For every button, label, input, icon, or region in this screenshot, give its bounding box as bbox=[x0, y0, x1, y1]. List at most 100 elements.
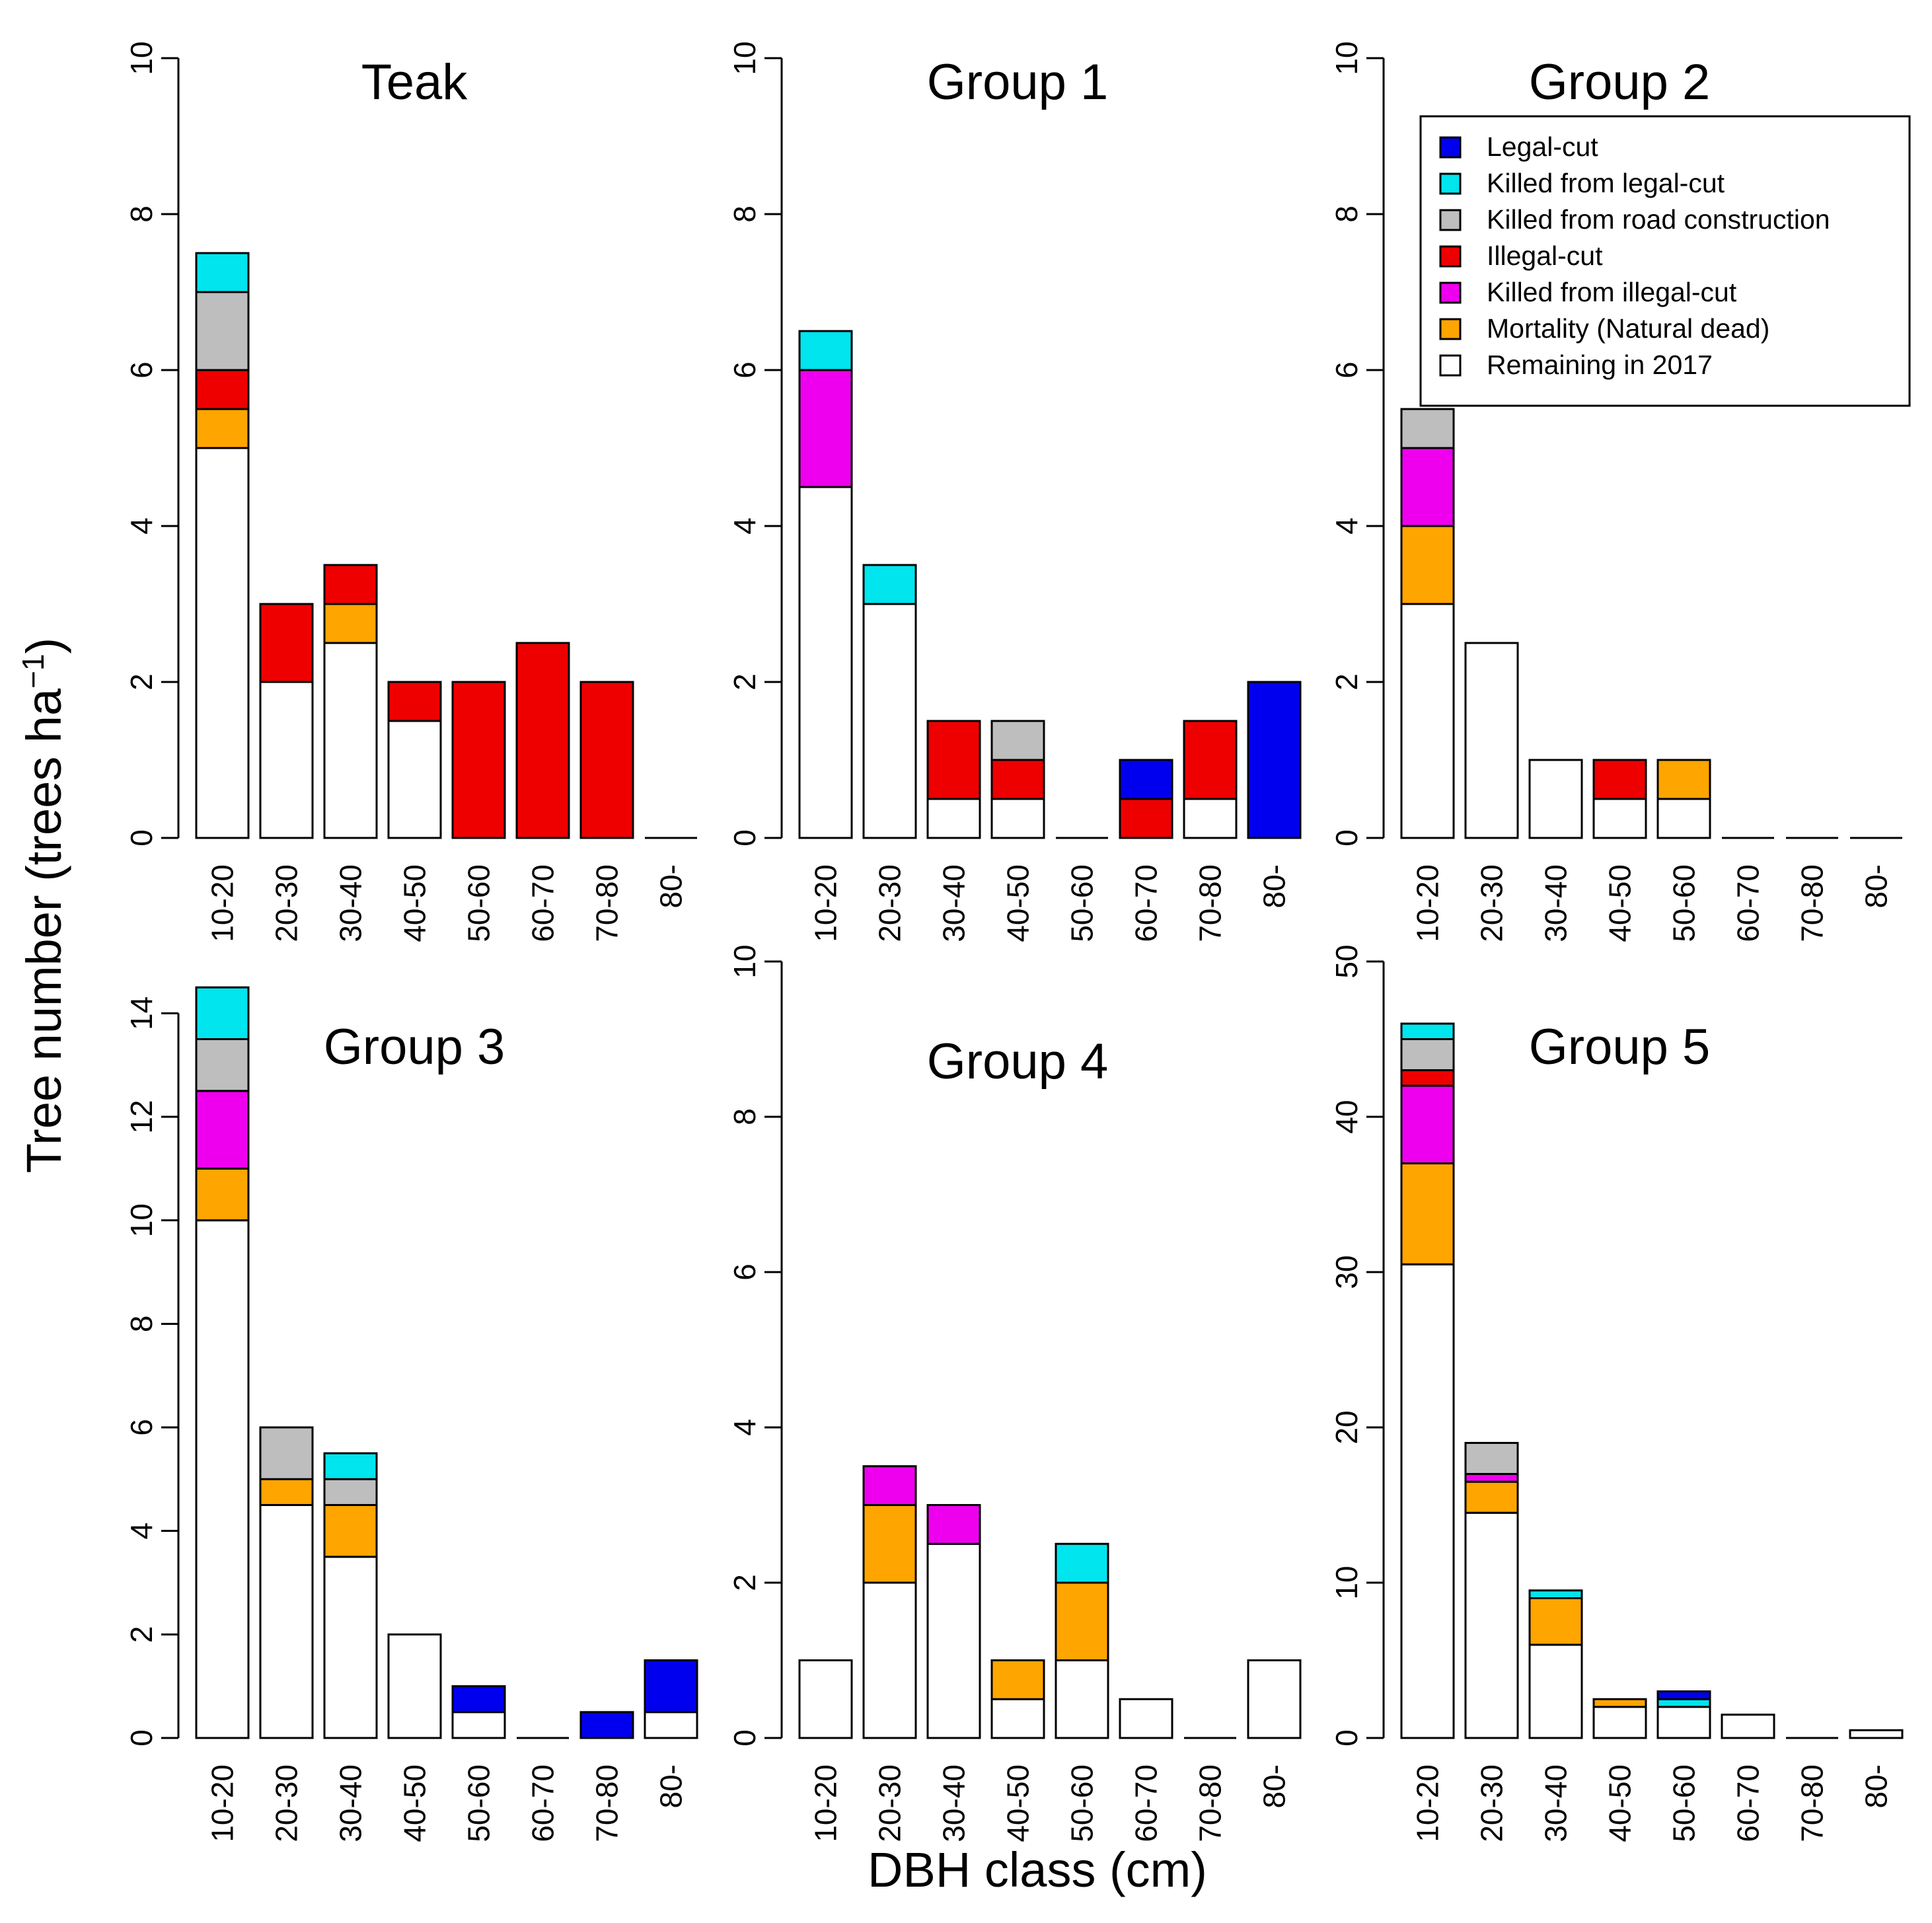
bar-segment-mortality bbox=[862, 1504, 917, 1584]
bar-segment-killed-road bbox=[259, 1426, 314, 1480]
bar-segment-remaining bbox=[195, 447, 250, 839]
x-tick-label: 70-80 bbox=[1193, 1764, 1228, 1842]
y-tick-label: 14 bbox=[124, 997, 159, 1030]
bar-segment-illegal-cut bbox=[1183, 720, 1238, 800]
bar-segment-legal-cut bbox=[1119, 759, 1173, 800]
y-tick-label: 4 bbox=[124, 517, 159, 535]
bar-segment-remaining bbox=[323, 1556, 378, 1739]
x-tick-label: 60-70 bbox=[1129, 864, 1164, 942]
x-tick-label: 30-40 bbox=[937, 864, 971, 942]
y-tick-label: 0 bbox=[727, 829, 762, 847]
panel-0: Teak 0 2 4 6 8 10 10-20 20-30 30-40 40-50 50-60 60-7… bbox=[124, 41, 697, 942]
bar-segment-killed-legal-cut bbox=[862, 564, 917, 605]
panel-title: Group 2 bbox=[1529, 54, 1711, 110]
legend-box bbox=[1419, 115, 1911, 407]
bar-segment-mortality bbox=[990, 1659, 1045, 1700]
bar-segment-remaining bbox=[1592, 1706, 1647, 1739]
panel-3: Group 3 0 2 4 6 8 10 12 14 10-20 20-30 30-40 40-50 50… bbox=[124, 986, 698, 1842]
bar-segment-killed-illegal-cut bbox=[862, 1465, 917, 1506]
x-tick-label: 70-80 bbox=[1795, 864, 1830, 942]
bar-segment-killed-road bbox=[323, 1478, 378, 1506]
y-tick-label: 6 bbox=[124, 361, 159, 379]
y-tick-label: 8 bbox=[1329, 206, 1364, 223]
legend-label: Illegal-cut bbox=[1487, 241, 1603, 271]
bar-segment-killed-legal-cut bbox=[1400, 1022, 1455, 1040]
bar-segment-killed-illegal-cut bbox=[926, 1504, 981, 1545]
x-tick-label: 40-50 bbox=[1001, 1764, 1035, 1842]
x-tick-label: 40-50 bbox=[398, 864, 432, 942]
bar-segment-mortality bbox=[1055, 1581, 1109, 1661]
bar-segment-illegal-cut bbox=[387, 681, 442, 722]
y-axis-title-superscript: −1 bbox=[16, 654, 50, 688]
y-tick-label: 0 bbox=[1329, 1729, 1364, 1747]
x-tick-label: 30-40 bbox=[1539, 1764, 1573, 1842]
bar-segment-killed-road bbox=[1400, 408, 1455, 449]
y-tick-label: 2 bbox=[124, 1626, 159, 1643]
y-tick-label: 40 bbox=[1329, 1100, 1364, 1133]
bar-segment-illegal-cut bbox=[1119, 798, 1173, 839]
bar-segment-killed-legal-cut bbox=[1656, 1698, 1711, 1708]
x-tick-label: 80- bbox=[1257, 864, 1292, 908]
x-tick-label: 50-60 bbox=[1065, 864, 1099, 942]
x-tick-label: 10-20 bbox=[205, 1764, 240, 1842]
x-tick-label: 40-50 bbox=[398, 1764, 432, 1842]
bar-segment-remaining bbox=[926, 798, 981, 839]
x-tick-label: 80- bbox=[654, 864, 688, 908]
legend-swatch-mortality bbox=[1439, 318, 1462, 340]
panel-title: Group 1 bbox=[927, 54, 1109, 110]
bar-segment-killed-road bbox=[1464, 1442, 1519, 1475]
x-tick-label: 40-50 bbox=[1603, 1764, 1637, 1842]
x-tick-label: 20-30 bbox=[1475, 1764, 1509, 1842]
bar-segment-illegal-cut bbox=[990, 759, 1045, 800]
y-tick-label: 4 bbox=[727, 517, 762, 535]
x-tick-label: 50-60 bbox=[462, 864, 496, 942]
x-tick-label: 10-20 bbox=[1411, 864, 1445, 942]
x-axis-title: DBH class (cm) bbox=[868, 1842, 1207, 1897]
y-tick-label: 0 bbox=[124, 829, 159, 847]
y-tick-label: 12 bbox=[124, 1100, 159, 1133]
x-tick-label: 60-70 bbox=[1731, 1764, 1765, 1842]
bar-segment-remaining bbox=[195, 1219, 250, 1739]
x-tick-label: 20-30 bbox=[270, 1764, 304, 1842]
panel-title: Group 5 bbox=[1529, 1019, 1711, 1075]
panel-5: Group 5 0 10 20 30 40 50 10-20 20-30 30-40 40-50 50… bbox=[1329, 944, 1904, 1842]
bar-segment-killed-illegal-cut bbox=[1464, 1473, 1519, 1483]
legend-label: Legal-cut bbox=[1487, 132, 1598, 162]
bar-segment-legal-cut bbox=[644, 1659, 698, 1714]
panel-2: Group 2 0 2 4 6 8 10 10-20 20-30 30-40 40-50 50-60 6… bbox=[1329, 41, 1902, 942]
bar-segment-illegal-cut bbox=[579, 681, 634, 839]
x-tick-label: 80- bbox=[654, 1764, 688, 1808]
bar-segment-mortality bbox=[323, 1504, 378, 1558]
legend-label: Killed from illegal-cut bbox=[1487, 277, 1737, 307]
bar-segment-remaining bbox=[1849, 1729, 1904, 1739]
bar-segment-illegal-cut bbox=[195, 369, 250, 410]
x-tick-label: 80- bbox=[1859, 864, 1894, 908]
x-tick-label: 50-60 bbox=[1065, 1764, 1099, 1842]
bar-segment-remaining bbox=[1656, 1706, 1711, 1739]
x-tick-label: 10-20 bbox=[205, 864, 240, 942]
panel-title: Teak bbox=[361, 54, 468, 110]
bar-segment-mortality bbox=[1528, 1597, 1583, 1646]
bar-segment-remaining bbox=[259, 681, 314, 839]
y-tick-label: 8 bbox=[727, 206, 762, 223]
bar-segment-killed-legal-cut bbox=[1528, 1589, 1583, 1599]
bar-segment-remaining bbox=[1464, 1511, 1519, 1739]
panel-title: Group 4 bbox=[927, 1034, 1109, 1090]
bar-segment-killed-legal-cut bbox=[195, 986, 250, 1040]
bar-segment-killed-illegal-cut bbox=[798, 369, 853, 488]
x-tick-label: 20-30 bbox=[873, 1764, 907, 1842]
bar-segment-remaining bbox=[990, 1698, 1045, 1739]
x-tick-label: 60-70 bbox=[526, 1764, 560, 1842]
bar-segment-illegal-cut bbox=[323, 564, 378, 605]
bar-segment-remaining bbox=[1464, 642, 1519, 839]
bar-segment-legal-cut bbox=[451, 1685, 506, 1714]
bar-segment-killed-illegal-cut bbox=[195, 1090, 250, 1170]
bar-segment-remaining bbox=[1400, 603, 1455, 839]
legend-swatch-legal-cut bbox=[1439, 136, 1462, 159]
bar-segment-mortality bbox=[1400, 525, 1455, 605]
bar-segment-legal-cut bbox=[1247, 681, 1302, 839]
bar-segment-mortality bbox=[1592, 1698, 1647, 1708]
y-tick-label: 6 bbox=[727, 361, 762, 379]
bar-segment-remaining bbox=[1721, 1714, 1775, 1739]
bar-segment-illegal-cut bbox=[1400, 1069, 1455, 1087]
